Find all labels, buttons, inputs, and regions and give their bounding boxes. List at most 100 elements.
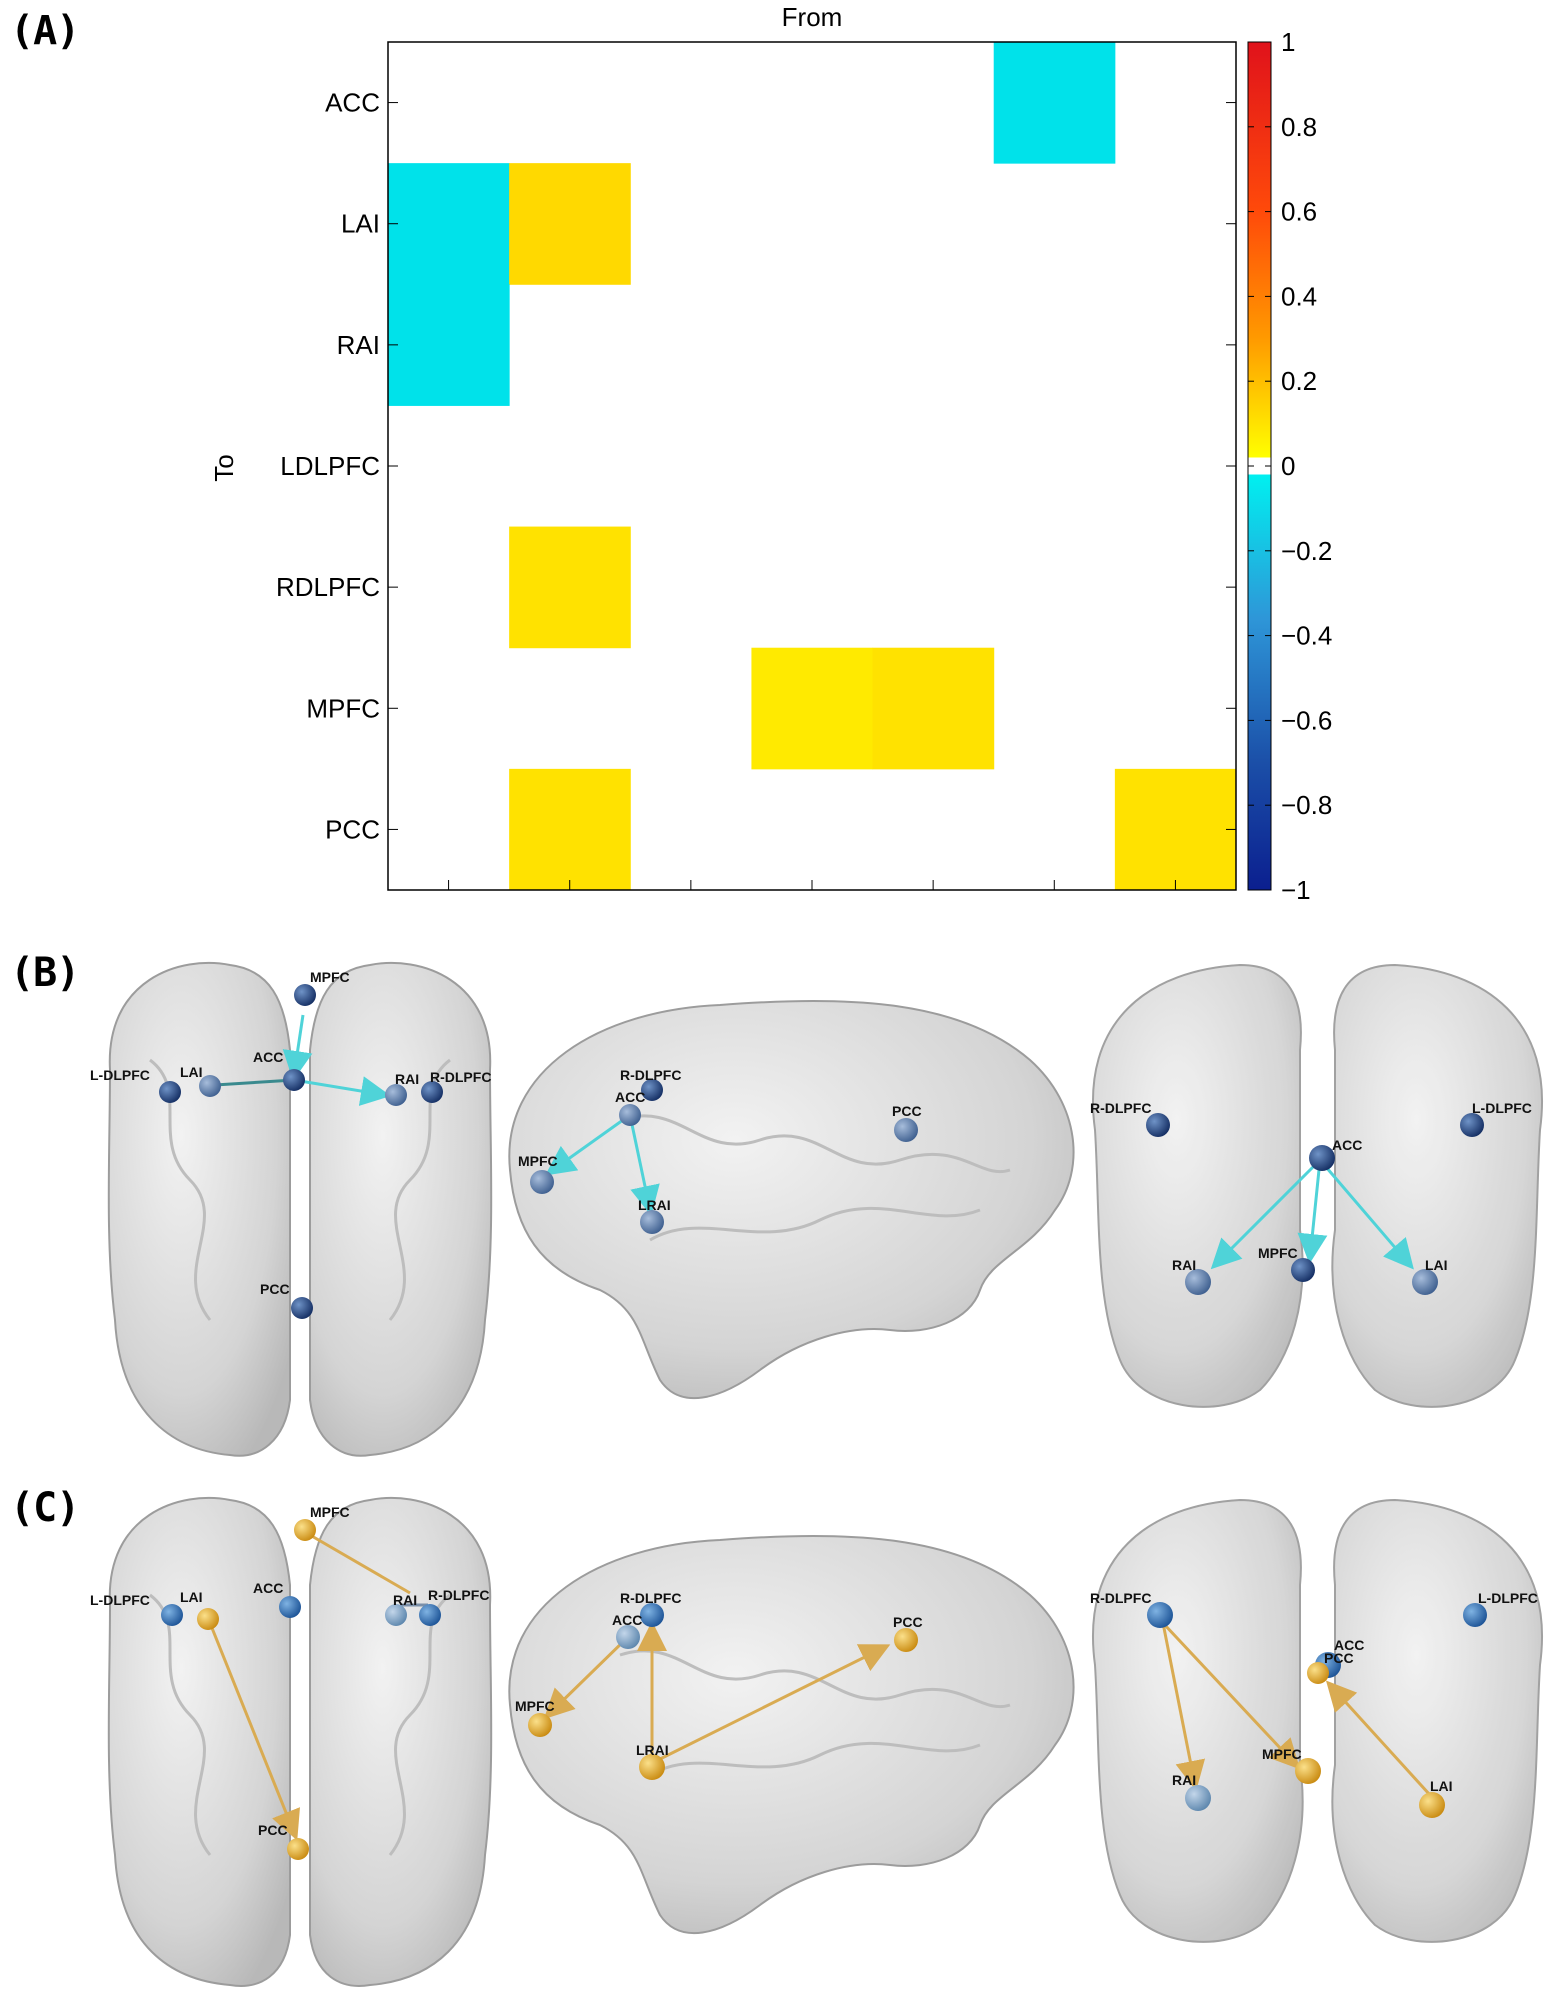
label-rdlpfc-back: R-DLPFC: [1090, 1100, 1151, 1116]
label-lai-back: LAI: [1425, 1257, 1448, 1273]
label-ldlpfc-back-c: L-DLPFC: [1478, 1590, 1538, 1606]
x-axis-label: From: [782, 2, 843, 32]
label-rai-back-c: RAI: [1172, 1772, 1196, 1788]
node-lrai-side: [640, 1210, 664, 1234]
heatmap-cells: [388, 42, 1237, 891]
label-mpfc-back: MPFC: [1258, 1245, 1298, 1261]
brain-back-view: R-DLPFC L-DLPFC ACC RAI MPFC LAI: [1090, 963, 1543, 1408]
colorbar-tick-label: −0.4: [1281, 621, 1332, 651]
label-lai-c: LAI: [180, 1589, 203, 1605]
row-label-rdlpfc: RDLPFC: [276, 572, 380, 602]
heatmap-cell-rdlpfc-lai: [509, 526, 631, 649]
node-pcc-side: [894, 1118, 918, 1142]
brain-side-view: R-DLPFC ACC MPFC LRAI PCC: [508, 999, 1075, 1400]
colorbar-tick-label: 0.4: [1281, 281, 1317, 311]
node-mpfc: [294, 984, 316, 1006]
heatmap-ticks: [388, 102, 1236, 890]
colorbar-tick-label: 0: [1281, 451, 1295, 481]
label-rdlpfc-side: R-DLPFC: [620, 1067, 681, 1083]
node-rdlpfc-c: [419, 1604, 441, 1626]
label-pcc-c: PCC: [258, 1822, 288, 1838]
row-label-ldlpfc: LDLPFC: [280, 451, 380, 481]
node-rai-back: [1185, 1269, 1211, 1295]
node-rdlpfc-back: [1146, 1113, 1170, 1137]
row-label-rai: RAI: [337, 330, 380, 360]
node-rdlpfc-side: [641, 1079, 663, 1101]
panel-label-c: (C): [10, 1485, 80, 1531]
heatmap-cell-mpfc-ldlpfc: [751, 647, 874, 770]
node-pcc: [291, 1297, 313, 1319]
node-mpfc-c: [294, 1519, 316, 1541]
node-acc-side: [619, 1104, 641, 1126]
label-rdlpfc-side-c: R-DLPFC: [620, 1590, 681, 1606]
row-label-pcc: PCC: [325, 814, 380, 844]
label-mpfc: MPFC: [310, 969, 350, 985]
colorbar-ticks: 1 0.8 0.6 0.4 0.2 0 −0.2 −0.4 −0.6 −0.8 −1: [1248, 27, 1332, 900]
node-ldlpfc-back-c: [1463, 1603, 1487, 1627]
label-rai-c: RAI: [393, 1592, 417, 1608]
label-lrai-side-c: LRAI: [636, 1742, 669, 1758]
label-lai: LAI: [180, 1064, 203, 1080]
colorbar-tick-label: 0.6: [1281, 197, 1317, 227]
colorbar-tick-label: 0.2: [1281, 366, 1317, 396]
colorbar-tick-label: 0.8: [1281, 112, 1317, 142]
label-rai: RAI: [395, 1071, 419, 1087]
node-rdlpfc: [421, 1081, 443, 1103]
heatmap-cell-pcc-lai: [509, 768, 631, 891]
brain-panel-c: MPFC ACC L-DLPFC LAI RAI R-DLPFC PCC R-D…: [90, 1496, 1543, 1987]
heatmap-cell-mpfc-rdlpfc: [872, 647, 995, 770]
node-rai-back-c: [1185, 1785, 1211, 1811]
label-pcc-side-c: PCC: [893, 1614, 923, 1630]
node-mpfc-side-c: [528, 1713, 552, 1737]
label-acc-c: ACC: [253, 1580, 283, 1596]
label-rdlpfc-c: R-DLPFC: [428, 1587, 489, 1603]
label-acc-back: ACC: [1332, 1137, 1362, 1153]
connectivity-heatmap: ACC LAI RAI LDLPFC RDLPFC MPFC PCC From To 1 0.…: [209, 2, 1332, 900]
colorbar-tick-label: −0.6: [1281, 705, 1332, 735]
colorbar-tick-label: 1: [1281, 27, 1295, 57]
node-lai: [199, 1075, 221, 1097]
heatmap-cell-acc-mpfc: [993, 42, 1116, 164]
panel-label-b: (B): [10, 950, 80, 996]
node-rdlpfc-side-c: [640, 1603, 664, 1627]
colorbar-tick-label: −1: [1281, 875, 1311, 900]
label-ldlpfc-back: L-DLPFC: [1472, 1100, 1532, 1116]
brain-side-view-c: R-DLPFC ACC MPFC LRAI PCC: [508, 1534, 1075, 1935]
node-ldlpfc: [159, 1081, 181, 1103]
brain-panel-b: MPFC ACC L-DLPFC LAI RAI R-DLPFC PCC R-D…: [90, 961, 1543, 1457]
node-pcc-side-c: [894, 1628, 918, 1652]
node-ldlpfc-back: [1460, 1113, 1484, 1137]
node-pcc-c: [287, 1838, 309, 1860]
heatmap-cell-lai-lai: [509, 163, 631, 285]
label-pcc-back-c: PCC: [1324, 1650, 1354, 1666]
label-rai-back: RAI: [1172, 1257, 1196, 1273]
label-pcc: PCC: [260, 1281, 290, 1297]
label-acc-side: ACC: [615, 1089, 645, 1105]
heatmap-cell-lai-acc: [388, 163, 510, 285]
node-ldlpfc-c: [161, 1604, 183, 1626]
node-rai-c: [385, 1604, 407, 1626]
node-lai-c: [197, 1608, 219, 1630]
label-lrai-side: LRAI: [638, 1197, 671, 1213]
node-acc-back: [1309, 1145, 1335, 1171]
panel-label-a: (A): [10, 8, 80, 54]
node-pcc-back-c: [1307, 1662, 1329, 1684]
row-label-mpfc: MPFC: [306, 693, 380, 723]
brain-back-view-c: R-DLPFC L-DLPFC ACC PCC RAI MPFC LAI: [1090, 1498, 1543, 1943]
heatmap-cell-rai-acc: [388, 284, 510, 406]
label-mpfc-side: MPFC: [518, 1153, 558, 1169]
label-lai-back-c: LAI: [1430, 1778, 1453, 1794]
node-mpfc-back: [1291, 1258, 1315, 1282]
label-acc: ACC: [253, 1049, 283, 1065]
row-label-acc: ACC: [325, 88, 380, 118]
node-rdlpfc-back-c: [1147, 1602, 1173, 1628]
node-acc-side-c: [616, 1625, 640, 1649]
y-axis-label: To: [209, 454, 239, 481]
colorbar-tick-label: −0.2: [1281, 536, 1332, 566]
node-mpfc-back-c: [1295, 1758, 1321, 1784]
label-acc-side-c: ACC: [612, 1612, 642, 1628]
label-mpfc-c: MPFC: [310, 1504, 350, 1520]
label-ldlpfc-c: L-DLPFC: [90, 1592, 150, 1608]
node-rai: [385, 1084, 407, 1106]
label-mpfc-back-c: MPFC: [1262, 1746, 1302, 1762]
